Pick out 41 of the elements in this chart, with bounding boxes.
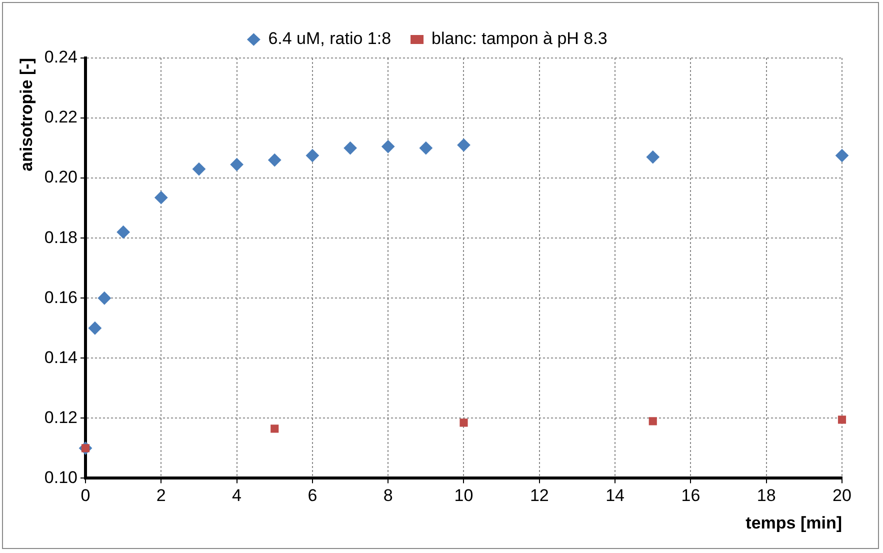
x-tick-label: 4	[232, 486, 242, 506]
point	[230, 158, 244, 172]
point	[192, 162, 206, 176]
x-tick-label: 10	[454, 486, 474, 506]
point	[344, 142, 357, 155]
legend-label: 6.4 uM, ratio 1:8	[268, 29, 392, 48]
point	[648, 417, 657, 426]
y-tick-label: 0.14	[44, 348, 78, 367]
y-tick-label: 0.24	[44, 48, 78, 67]
x-tick-label: 2	[156, 486, 166, 506]
y-tick-label: 0.18	[44, 228, 78, 247]
point	[838, 416, 846, 424]
y-tick-label: 0.12	[44, 408, 78, 427]
x-tick-label: 20	[832, 486, 852, 506]
x-tick-label: 18	[756, 486, 776, 506]
y-axis-title: anisotropie [-]	[16, 58, 36, 172]
point	[116, 226, 130, 239]
y-tick-label: 0.20	[44, 168, 78, 187]
x-tick-label: 0	[80, 486, 90, 506]
point	[270, 424, 279, 433]
point	[306, 149, 319, 162]
y-tick-label: 0.22	[44, 108, 78, 127]
point	[419, 142, 432, 155]
point	[154, 191, 168, 204]
point	[88, 322, 102, 335]
y-tick-label: 0.10	[44, 468, 78, 487]
point	[460, 418, 468, 427]
point	[98, 292, 111, 305]
point	[457, 138, 470, 152]
x-tick-label: 8	[383, 486, 393, 506]
point	[382, 140, 395, 154]
x-axis-title: temps [min]	[746, 513, 842, 532]
point	[646, 150, 660, 164]
y-tick-label: 0.16	[44, 288, 78, 307]
point	[836, 149, 848, 162]
x-tick-label: 14	[606, 486, 625, 506]
x-tick-label: 6	[308, 486, 318, 506]
x-tick-label: 12	[530, 486, 549, 506]
point	[268, 154, 282, 167]
legend-label: blanc: tampon à pH 8.3	[432, 29, 608, 48]
x-tick-label: 16	[681, 486, 700, 506]
